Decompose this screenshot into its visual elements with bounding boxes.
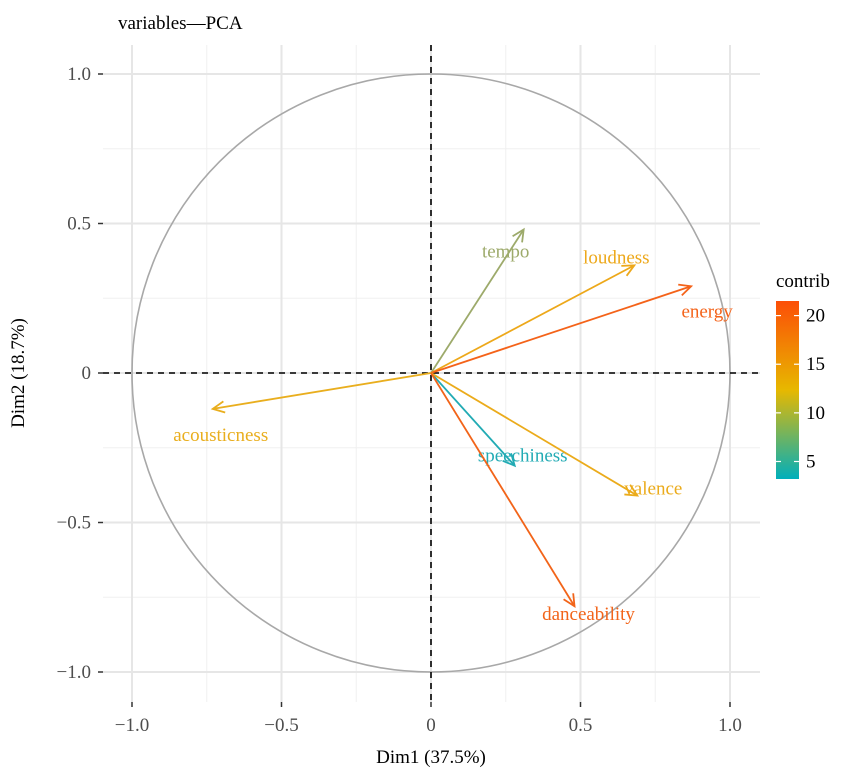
legend-tick-label: 15 <box>806 354 825 375</box>
y-tick-label: 1.0 <box>67 64 91 85</box>
x-tick-label: −1.0 <box>115 715 149 736</box>
arrow-acousticness <box>212 372 432 410</box>
arrow-tempo <box>430 228 525 374</box>
arrow-speechiness <box>430 372 516 467</box>
variable-label-danceability: danceability <box>542 604 635 625</box>
y-tick-label: 0 <box>82 363 92 384</box>
chart-title: variables—PCA <box>118 13 243 34</box>
legend-tick-label: 5 <box>806 451 816 472</box>
arrow-danceability <box>430 372 576 607</box>
arrowhead-acousticness <box>210 400 226 414</box>
contrib-legend: contrib 5 10 15 20 <box>776 271 830 479</box>
variable-label-valence: valence <box>624 479 682 500</box>
x-tick-label: −0.5 <box>264 715 298 736</box>
variable-label-speechiness: speechiness <box>478 446 568 467</box>
y-axis: −1.0 −0.5 0 0.5 1.0 <box>57 64 103 683</box>
arrowhead-tempo <box>512 227 525 243</box>
variable-label-tempo: tempo <box>482 241 530 262</box>
x-tick-label: 0.5 <box>569 715 593 736</box>
arrowhead-danceability <box>563 593 576 608</box>
y-tick-label: 0.5 <box>67 214 91 235</box>
y-axis-title: Dim2 (18.7%) <box>8 318 29 428</box>
variable-label-acousticness: acousticness <box>173 425 268 446</box>
legend-title: contrib <box>776 271 830 292</box>
arrow-loudness <box>430 264 635 374</box>
variable-label-loudness: loudness <box>583 247 650 268</box>
variable-label-energy: energy <box>681 301 733 322</box>
x-tick-label: 1.0 <box>718 715 742 736</box>
arrowhead-valence <box>624 484 640 497</box>
legend-tick-label: 10 <box>806 403 825 424</box>
arrowhead-energy <box>678 283 694 296</box>
y-tick-label: −1.0 <box>57 662 91 683</box>
arrowhead-speechiness <box>502 452 517 468</box>
y-tick-label: −0.5 <box>57 513 91 534</box>
legend-tick-label: 20 <box>806 306 825 327</box>
x-tick-label: 0 <box>426 715 436 736</box>
plot-panel: tempo loudness energy acousticness speechine… <box>103 45 760 702</box>
legend-color-bar <box>776 301 799 479</box>
arrow-valence <box>430 372 638 497</box>
arrow-energy <box>430 285 692 374</box>
x-axis: −1.0 −0.5 0 0.5 1.0 <box>115 702 742 736</box>
x-axis-title: Dim1 (37.5%) <box>376 747 486 768</box>
arrowhead-loudness <box>621 264 637 277</box>
